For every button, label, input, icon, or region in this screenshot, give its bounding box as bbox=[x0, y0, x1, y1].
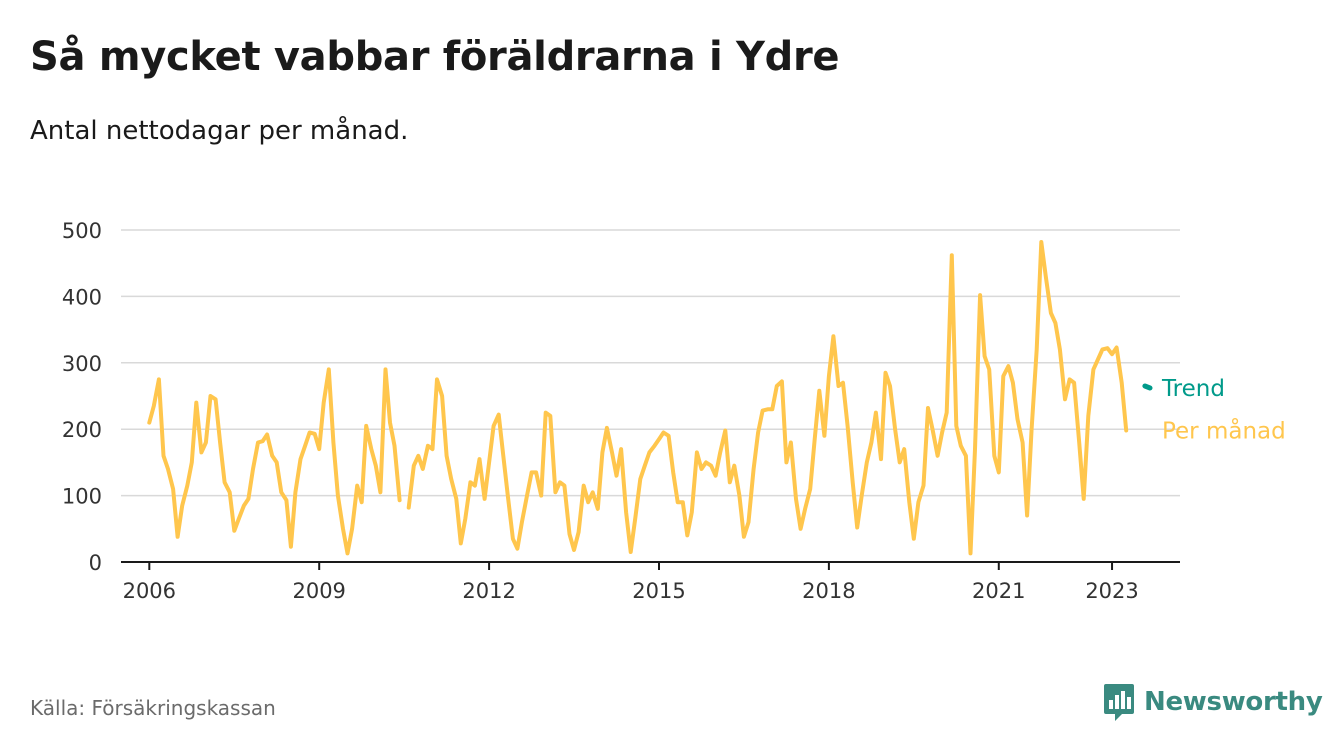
y-tick-label: 300 bbox=[62, 352, 102, 376]
grid-lines bbox=[121, 229, 1180, 497]
x-tick-label: 2009 bbox=[292, 579, 345, 603]
y-tick-label: 100 bbox=[62, 485, 102, 509]
trend-series-label: Trend bbox=[1161, 376, 1225, 402]
x-tick-label: 2006 bbox=[123, 579, 176, 603]
x-tick-label: 2023 bbox=[1085, 579, 1138, 603]
series-labels: Trend Per månad bbox=[1161, 376, 1286, 444]
x-tick-label: 2015 bbox=[632, 579, 685, 603]
trend-series-line bbox=[1142, 383, 1153, 391]
series bbox=[147, 240, 1153, 556]
y-tick-label: 500 bbox=[62, 219, 102, 243]
y-tick-label: 0 bbox=[89, 551, 102, 575]
bar-chart-icon bbox=[1104, 684, 1134, 721]
line-chart: 0 100 200 300 400 500 2006 2009 2012 2015 2018 2021… bbox=[62, 219, 1286, 603]
y-tick-label: 400 bbox=[62, 285, 102, 309]
x-tick-label: 2012 bbox=[462, 579, 515, 603]
brand-logo: Newsworthy bbox=[1102, 682, 1323, 722]
page-title: Så mycket vabbar föräldrarna i Ydre bbox=[30, 34, 840, 80]
monthly-series-line bbox=[147, 367, 402, 556]
monthly-series-label: Per månad bbox=[1162, 417, 1286, 445]
y-tick-label: 200 bbox=[62, 418, 102, 442]
page-subtitle: Antal nettodagar per månad. bbox=[30, 116, 409, 146]
brand-name: Newsworthy bbox=[1144, 687, 1323, 717]
monthly-series-line bbox=[406, 240, 1129, 556]
axes: 0 100 200 300 400 500 2006 2009 2012 2015 2018 2021… bbox=[62, 219, 1180, 603]
x-tick-label: 2021 bbox=[972, 579, 1025, 603]
source-note: Källa: Försäkringskassan bbox=[30, 696, 276, 720]
x-tick-label: 2018 bbox=[802, 579, 855, 603]
